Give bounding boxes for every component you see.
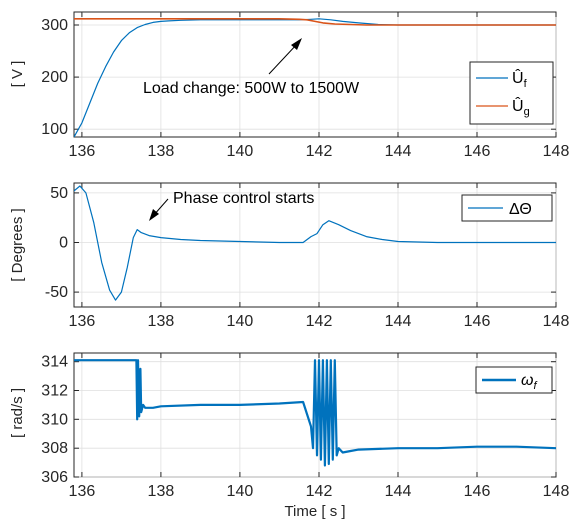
legend: Ûf Ûg — [469, 61, 554, 125]
x-tick-label: 140 — [227, 483, 254, 500]
y-tick-label: 50 — [50, 185, 68, 202]
x-tick-label: 146 — [464, 483, 491, 500]
x-tick-label: 136 — [69, 483, 96, 500]
y-ticks: -50 0 50 — [45, 185, 556, 301]
x-tick-label: 140 — [227, 143, 254, 160]
y-axis-label: [ V ] — [9, 61, 26, 88]
panel-phase: 136 138 140 142 144 146 148 -50 0 50 [ Degrees ]… — [9, 182, 570, 330]
x-ticks: 136 138 140 142 144 146 148 — [69, 12, 570, 160]
series-line-1 — [74, 185, 556, 301]
x-tick-label: 144 — [385, 483, 412, 500]
y-tick-label: 0 — [59, 235, 68, 252]
x-tick-label: 142 — [306, 143, 333, 160]
x-tick-label: 144 — [385, 143, 412, 160]
y-axis-label: [ Degrees ] — [9, 208, 26, 281]
annotation-phase-control: Phase control starts — [149, 190, 314, 221]
y-tick-label: 310 — [41, 411, 68, 428]
annotation-text: Phase control starts — [173, 190, 314, 207]
annotation-text: Load change: 500W to 1500W — [143, 80, 360, 97]
y-tick-label: 306 — [41, 469, 68, 486]
legend: ωf — [475, 366, 553, 394]
x-tick-label: 138 — [148, 313, 175, 330]
x-tick-label: 148 — [543, 313, 570, 330]
series-layer — [74, 185, 556, 301]
x-tick-label: 142 — [306, 313, 333, 330]
y-tick-label: 100 — [41, 121, 68, 138]
legend-label-uf: Ûf — [512, 68, 528, 90]
annotation-arrow-shaft — [268, 42, 299, 75]
x-tick-label: 148 — [543, 143, 570, 160]
grid — [74, 183, 557, 307]
x-tick-label: 146 — [464, 313, 491, 330]
panel-frequency: 136 138 140 142 144 146 148 306 308 310 312 314 [ … — [9, 352, 570, 520]
series-line-2 — [74, 18, 556, 26]
x-tick-label: 138 — [148, 483, 175, 500]
annotation-load-change: Load change: 500W to 1500W — [143, 38, 360, 97]
legend-label-omega: ωf — [521, 372, 537, 392]
series-line-1 — [74, 359, 556, 467]
x-tick-label: 136 — [69, 313, 96, 330]
legend-label-ug: Ûg — [512, 96, 530, 118]
y-tick-label: -50 — [45, 284, 68, 301]
series-layer — [74, 18, 556, 137]
panel-voltage: 136 138 140 142 144 146 148 100 200 300 [ V ] Lo… — [9, 11, 570, 160]
y-tick-label: 314 — [41, 354, 68, 371]
x-tick-label: 138 — [148, 143, 175, 160]
y-axis-label: [ rad/s ] — [9, 388, 26, 438]
legend-box — [469, 61, 554, 125]
x-tick-label: 136 — [69, 143, 96, 160]
x-tick-label: 140 — [227, 313, 254, 330]
y-tick-label: 312 — [41, 383, 68, 400]
y-tick-label: 308 — [41, 440, 68, 457]
legend-label-delta-theta: ΔΘ — [509, 201, 532, 218]
x-ticks: 136 138 140 142 144 146 148 — [69, 353, 570, 500]
x-tick-label: 144 — [385, 313, 412, 330]
y-ticks: 100 200 300 — [41, 17, 556, 138]
y-tick-label: 200 — [41, 69, 68, 86]
x-tick-label: 148 — [543, 483, 570, 500]
x-axis-label: Time [ s ] — [284, 503, 345, 520]
y-tick-label: 300 — [41, 17, 68, 34]
y-ticks: 306 308 310 312 314 — [41, 354, 556, 486]
annotation-arrowhead — [291, 38, 302, 50]
legend: ΔΘ — [461, 194, 553, 222]
x-tick-label: 142 — [306, 483, 333, 500]
series-layer — [74, 359, 556, 467]
x-tick-label: 146 — [464, 143, 491, 160]
annotation-arrowhead — [149, 209, 159, 221]
x-ticks: 136 138 140 142 144 146 148 — [69, 183, 570, 330]
